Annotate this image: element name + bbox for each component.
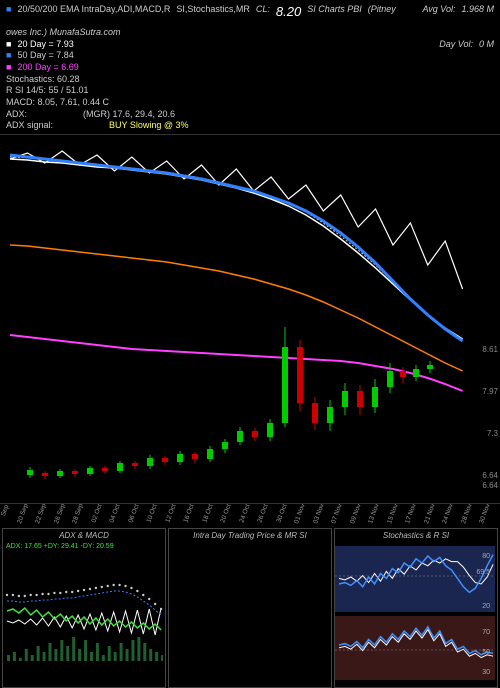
date-axis: Sep20 Sep22 Sep26 Sep28 Sep02 Oct04 Oct0… bbox=[0, 504, 500, 528]
macd: MACD: 8.05, 7.61, 0.44 C bbox=[6, 97, 109, 109]
sub2-title: Intra Day Trading Price & MR SI bbox=[169, 529, 331, 542]
title-part2: SI,Stochastics,MR bbox=[176, 4, 250, 21]
company-a: (Pitney bbox=[368, 4, 396, 21]
svg-text:80: 80 bbox=[482, 553, 490, 560]
y-axis-label: 6.64 bbox=[482, 481, 498, 490]
adx-signal-label: ADX signal: bbox=[6, 120, 53, 132]
stochastics-panel: Stochastics & R SI 80 69.5 20 70 50 30 bbox=[334, 528, 498, 688]
chart-sym: SI Charts PBI bbox=[307, 4, 362, 21]
sub-panels: ADX & MACD ADX: 17.65 +DY: 29.41 -DY: 20… bbox=[0, 528, 500, 688]
cl-value: 8.20 bbox=[276, 4, 301, 21]
avg-vol-label: Avg Vol: bbox=[422, 4, 455, 21]
day20: 20 Day = 7.93 bbox=[17, 39, 73, 51]
adx-label: ADX: bbox=[6, 109, 27, 121]
y-axis-label: 7.97 bbox=[482, 387, 498, 396]
buy-signal: BUY Slowing @ 3% bbox=[109, 120, 189, 132]
svg-text:70: 70 bbox=[482, 629, 490, 636]
mgr: (MGR) 17.6, 29.4, 20.6 bbox=[83, 109, 175, 121]
svg-text:50: 50 bbox=[482, 649, 490, 656]
y-axis-label: 8.61 bbox=[482, 345, 498, 354]
y-axis-label: 6.64 bbox=[482, 471, 498, 480]
y-axis-label: 7.3 bbox=[487, 429, 498, 438]
cl-label: CL: bbox=[256, 4, 270, 21]
sub3-title: Stochastics & R SI bbox=[335, 529, 497, 542]
day-vol-value: 0 M bbox=[479, 39, 494, 51]
header: ■ 20/50/200 EMA IntraDay,ADI,MACD,R SI,S… bbox=[0, 0, 500, 134]
sub1-info: ADX: 17.65 +DY: 29.41 -DY: 20.59 bbox=[3, 542, 165, 551]
day200: 200 Day = 6.69 bbox=[17, 62, 78, 74]
day-vol-label: Day Vol: bbox=[439, 39, 473, 51]
rsi: R SI 14/5: 55 / 51.01 bbox=[6, 85, 89, 97]
avg-vol-value: 1.968 M bbox=[461, 4, 494, 21]
adx-macd-panel: ADX & MACD ADX: 17.65 +DY: 29.41 -DY: 20… bbox=[2, 528, 166, 688]
main-price-chart: 8.61 7.97 7.3 6.646.64 bbox=[0, 134, 500, 504]
svg-text:69.5: 69.5 bbox=[476, 569, 490, 576]
company-b: owes Inc.) MunafaSutra.com bbox=[6, 27, 121, 39]
title-part1: 20/50/200 EMA IntraDay,ADI,MACD,R bbox=[17, 4, 170, 21]
date-tick: 30 Nov bbox=[479, 504, 500, 528]
svg-text:20: 20 bbox=[482, 603, 490, 610]
svg-text:30: 30 bbox=[482, 669, 490, 676]
stochastics: Stochastics: 60.28 bbox=[6, 74, 80, 86]
sub1-title: ADX & MACD bbox=[3, 529, 165, 542]
intraday-panel: Intra Day Trading Price & MR SI bbox=[168, 528, 332, 688]
day50: 50 Day = 7.84 bbox=[17, 50, 73, 62]
